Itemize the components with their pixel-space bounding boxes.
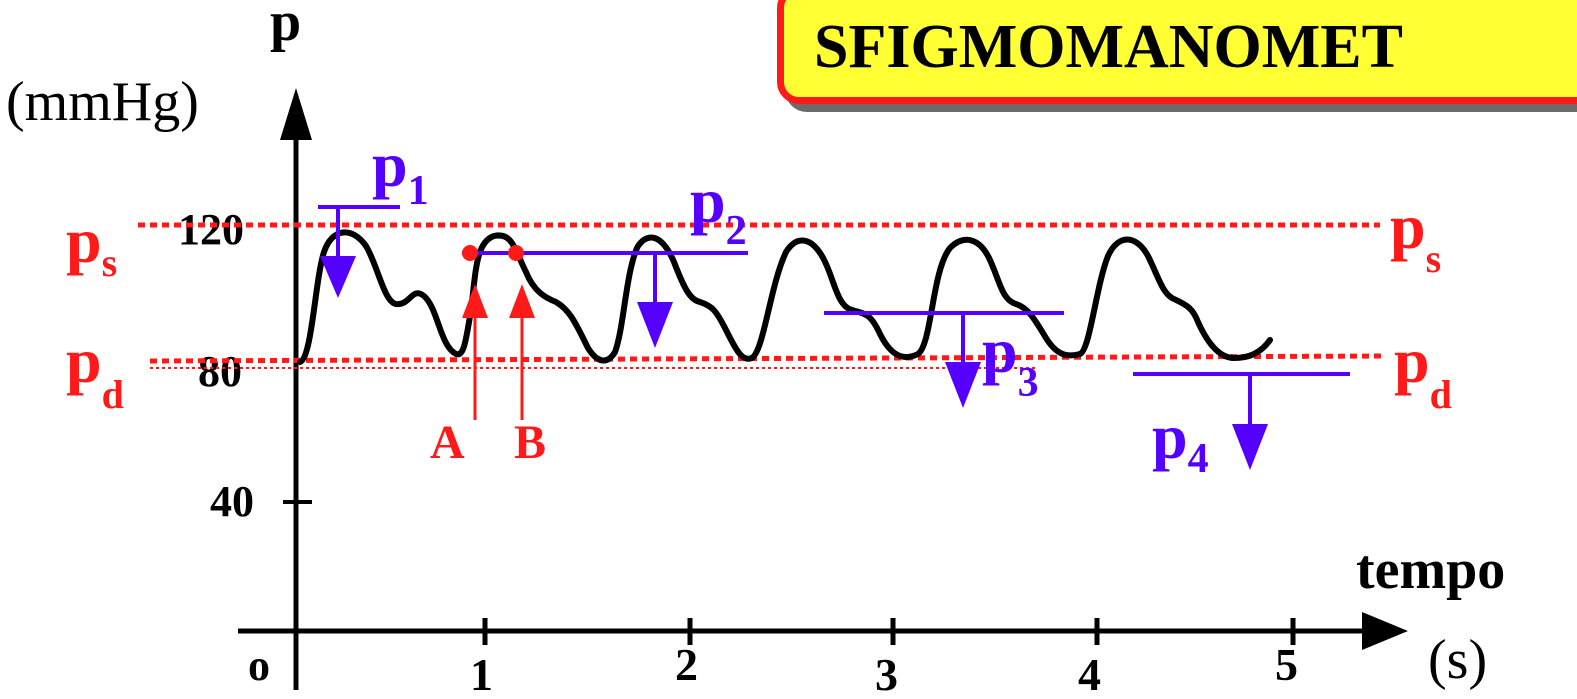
p2-arrow-head	[637, 302, 673, 348]
pressure-waveform	[297, 229, 1273, 365]
diastolic-level: pd pd	[66, 325, 1452, 417]
y-axis-symbol: p	[270, 0, 301, 53]
cuff-pressure-p4: p4	[1133, 372, 1350, 482]
y-axis-arrow	[280, 88, 312, 140]
x-tick-label-1: 1	[470, 649, 493, 699]
point-b-marker	[508, 245, 524, 261]
cuff-pressure-p1: p1	[318, 129, 429, 298]
p2-label: p2	[690, 165, 747, 254]
y-axis-unit: (mmHg)	[6, 71, 199, 133]
p4-arrow-head	[1232, 424, 1268, 470]
x-tick-label-3: 3	[875, 649, 898, 699]
p3-label: p3	[982, 315, 1039, 406]
origin-label: o	[248, 641, 270, 690]
point-a-marker	[462, 245, 478, 261]
cuff-pressure-p2: p2	[462, 165, 748, 348]
x-tick-label-2: 2	[675, 639, 698, 690]
p3-arrow-head	[945, 362, 981, 408]
point-a: A	[430, 245, 488, 469]
point-a-label: A	[430, 416, 465, 469]
title: SFIGMOMANOMET	[814, 13, 1403, 81]
systolic-symbol-left: ps	[66, 205, 117, 285]
diastolic-symbol-left: pd	[66, 325, 124, 417]
axes	[238, 88, 1408, 690]
x-axis-unit: (s)	[1428, 629, 1487, 691]
x-tick-label-4: 4	[1078, 649, 1101, 699]
point-b-label: B	[514, 416, 546, 469]
cuff-pressure-p3: p3	[824, 311, 1064, 408]
x-axis-label: tempo	[1356, 539, 1505, 601]
y-tick-label-120: 120	[178, 205, 244, 254]
p4-label: p4	[1152, 401, 1209, 482]
diastolic-symbol-right: pd	[1394, 325, 1452, 417]
diastolic-line	[149, 353, 1386, 364]
title-box	[777, 0, 1577, 104]
y-tick-label-40: 40	[210, 477, 254, 526]
point-b: B	[508, 245, 546, 469]
systolic-symbol-right: ps	[1390, 191, 1441, 281]
point-b-arrow-head	[509, 284, 535, 318]
y-tick-label-80: 80	[198, 347, 242, 396]
x-axis-arrow	[1362, 612, 1408, 650]
x-tick-label-5: 5	[1275, 639, 1298, 690]
systolic-level: ps ps	[66, 191, 1441, 285]
p1-label: p1	[372, 129, 429, 214]
x-ticks	[482, 618, 1296, 645]
p1-arrow-head	[320, 256, 356, 298]
point-a-arrow-head	[462, 284, 488, 318]
